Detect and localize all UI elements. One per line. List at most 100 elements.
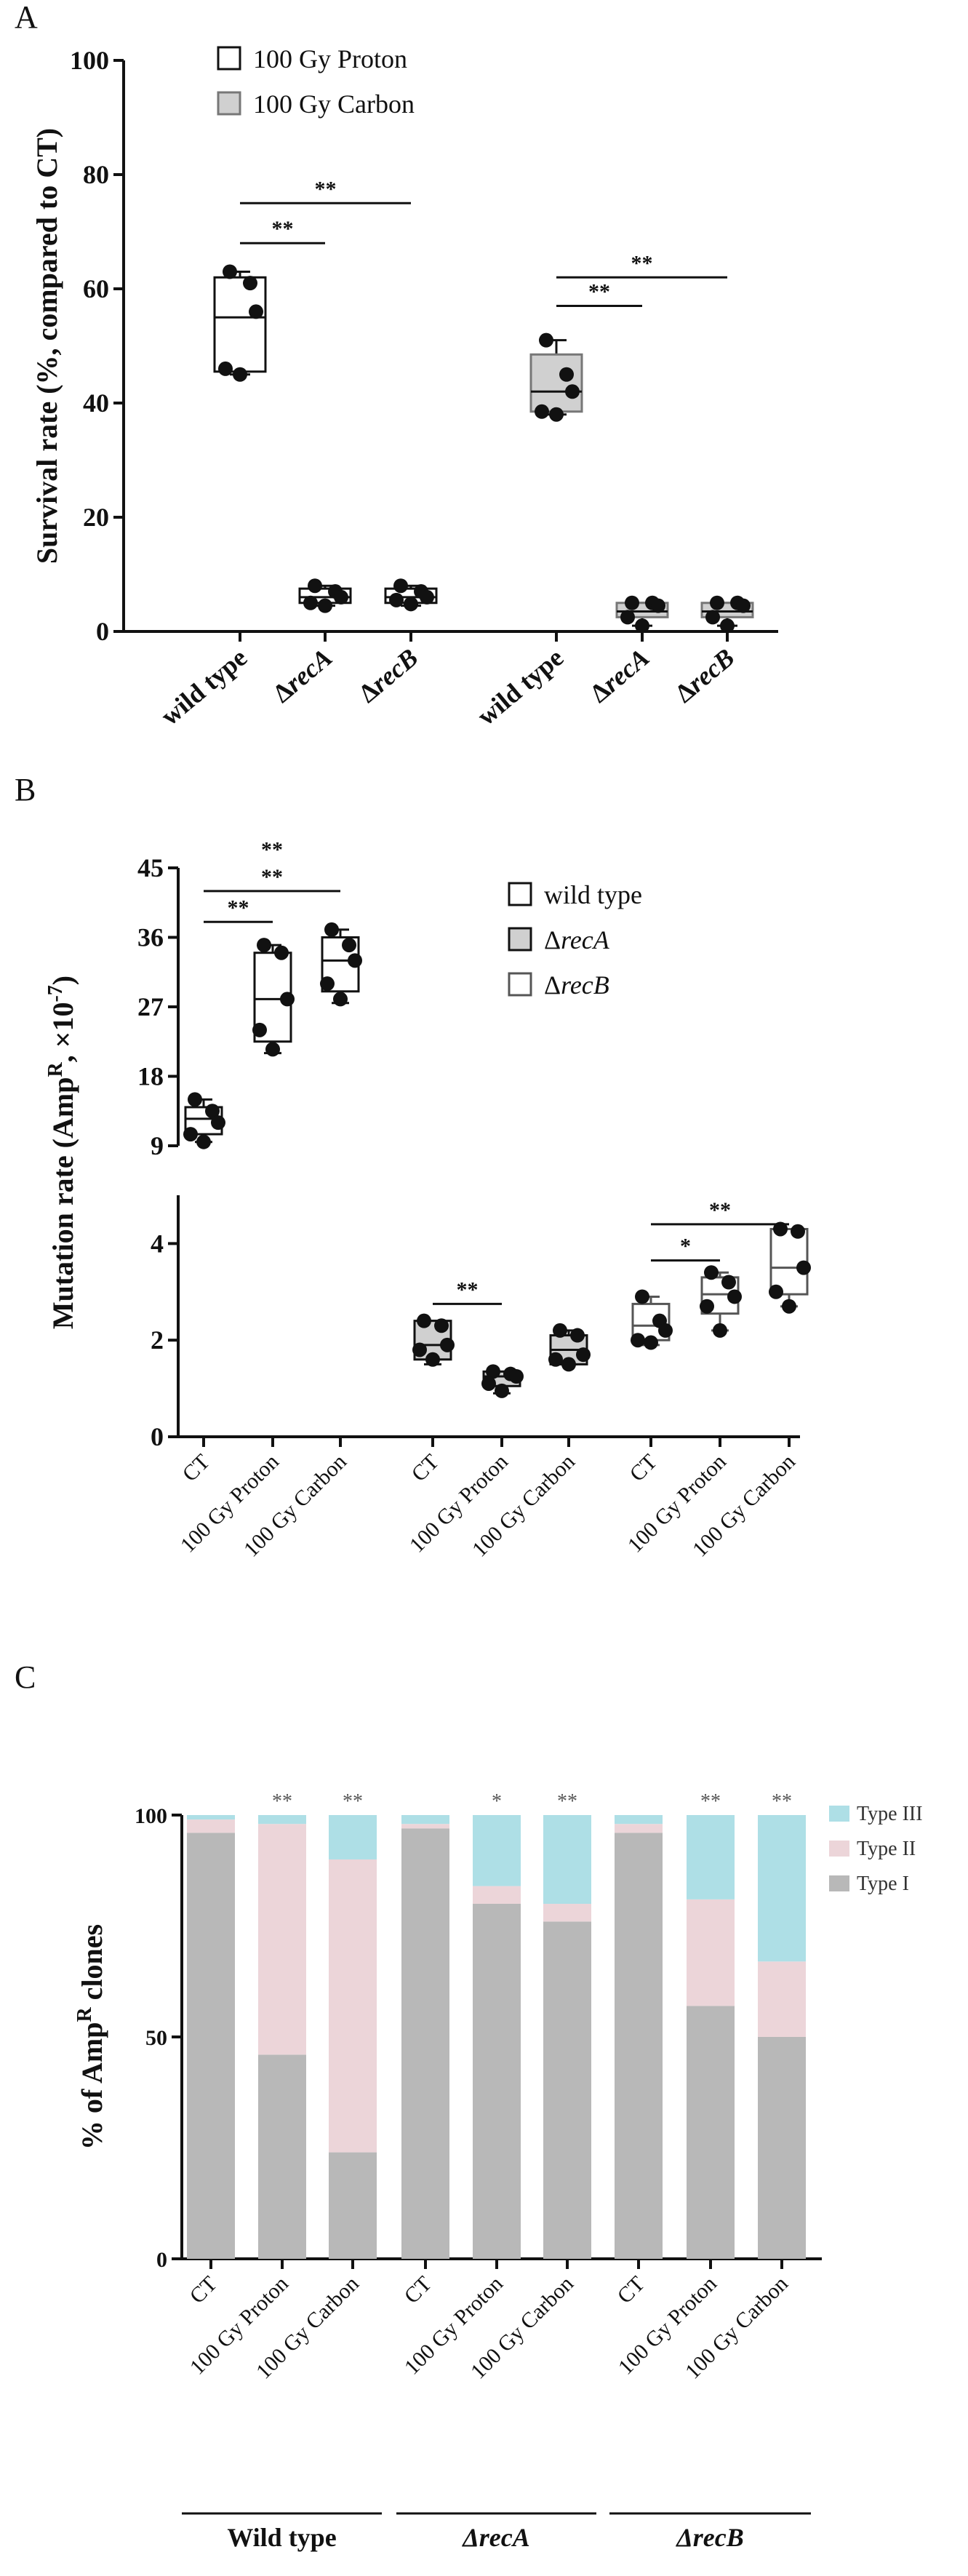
y-tick-label-a: 20 <box>83 503 109 532</box>
legend-swatch-c <box>829 1806 849 1822</box>
y-axis-title-b: Mutation rate (AmpR, ×10-7) <box>44 976 80 1329</box>
x-tick-label-a: ΔrecA <box>585 642 655 708</box>
bar-segment-type-iii <box>758 1815 806 1962</box>
data-point-b <box>727 1289 742 1304</box>
bar-segment-type-iii <box>543 1815 591 1904</box>
sig-mark-b: * <box>680 1235 691 1259</box>
bar-segment-type-i <box>615 1833 663 2259</box>
data-point-b <box>576 1347 591 1363</box>
data-point-a <box>565 384 580 399</box>
data-point-b <box>196 1134 211 1149</box>
data-point-b <box>280 992 295 1007</box>
data-point-b <box>773 1221 788 1237</box>
y-tick-label-b: 27 <box>137 992 164 1021</box>
data-point-b <box>721 1275 736 1290</box>
group-label: ΔrecB <box>675 2523 744 2552</box>
data-point-b <box>333 992 348 1007</box>
sig-mark-b: ** <box>261 838 283 862</box>
data-point-b <box>635 1289 649 1304</box>
sig-mark-b: ** <box>228 896 249 920</box>
data-point-a <box>308 578 322 594</box>
bar-segment-type-ii <box>473 1886 521 1904</box>
x-tick-label-c: CT <box>613 2272 649 2308</box>
data-point-b <box>782 1299 796 1314</box>
data-point-a <box>559 367 574 382</box>
panel-label-b: B <box>15 772 36 808</box>
data-point-a <box>705 610 720 625</box>
legend-swatch-b <box>508 882 532 906</box>
data-point-a <box>334 589 348 605</box>
y-axis-title-a: Survival rate (%, compared to CT) <box>31 128 63 564</box>
data-point-b <box>205 1104 220 1119</box>
bar-segment-type-iii <box>258 1815 306 1825</box>
bar-segment-type-i <box>401 1828 449 2259</box>
data-point-b <box>188 1092 202 1107</box>
x-tick-label-c: CT <box>185 2272 222 2308</box>
bar-segment-type-i <box>758 2037 806 2259</box>
bar-segment-type-ii <box>187 1819 235 1833</box>
panel-label-a: A <box>15 0 38 35</box>
data-point-b <box>481 1376 496 1391</box>
y-tick-label-b: 2 <box>151 1325 164 1355</box>
legend-swatch-b <box>508 972 532 997</box>
data-point-b <box>704 1265 719 1280</box>
data-point-b <box>658 1323 673 1338</box>
data-point-b <box>257 938 271 953</box>
legend-label-b: ΔrecA <box>544 925 610 954</box>
data-point-b <box>417 1313 431 1328</box>
group-label: ΔrecA <box>461 2523 530 2552</box>
data-point-a <box>243 276 257 291</box>
data-point-a <box>389 592 404 607</box>
data-point-b <box>320 976 335 992</box>
data-point-b <box>769 1284 783 1299</box>
sig-mark-c: ** <box>272 1790 292 1813</box>
legend-swatch-carbon <box>217 91 241 116</box>
data-point-a <box>625 595 639 610</box>
bar-segment-type-ii <box>543 1904 591 1922</box>
bar-segment-type-ii <box>687 1899 735 2006</box>
y-axis-title-c: % of AmpR clones <box>73 1924 109 2150</box>
data-point-b <box>509 1369 524 1384</box>
y-tick-label-a: 60 <box>83 274 109 303</box>
data-point-b <box>553 1323 567 1338</box>
data-point-b <box>570 1328 585 1343</box>
bar-segment-type-iii <box>329 1815 377 1859</box>
x-tick-label-a: ΔrecA <box>268 642 338 708</box>
data-point-b <box>644 1335 658 1350</box>
legend-swatch-b <box>508 927 532 952</box>
y-tick-label-b: 45 <box>137 853 164 882</box>
sig-mark-c: ** <box>343 1790 363 1813</box>
data-point-b <box>265 1042 280 1057</box>
y-tick-label-c: 100 <box>135 1804 167 1828</box>
bar-segment-type-iii <box>401 1815 449 1825</box>
data-point-b <box>425 1352 440 1367</box>
legend-label-proton: 100 Gy Proton <box>253 44 407 73</box>
legend-swatch-c <box>829 1875 849 1891</box>
bar-segment-type-i <box>187 1833 235 2259</box>
sig-mark-b: ** <box>261 865 283 889</box>
legend-swatch-proton <box>217 46 241 71</box>
data-point-b <box>211 1115 225 1131</box>
legend-label-c: Type II <box>857 1838 916 1860</box>
y-tick-label-b: 4 <box>151 1229 164 1258</box>
x-tick-label-a: ΔrecB <box>353 642 424 708</box>
data-point-a <box>736 598 751 613</box>
data-point-a <box>710 595 724 610</box>
bar-segment-type-ii <box>615 1824 663 1833</box>
bar-segment-type-ii <box>401 1824 449 1829</box>
data-point-b <box>713 1323 727 1338</box>
x-tick-label-b: CT <box>407 1450 444 1486</box>
bar-segment-type-iii <box>187 1815 235 1820</box>
sig-mark-b: ** <box>709 1198 731 1222</box>
bar-segment-type-i <box>543 1921 591 2259</box>
group-label: Wild type <box>227 2523 336 2552</box>
data-point-b <box>348 953 362 968</box>
data-point-b <box>412 1342 427 1357</box>
y-tick-label-b: 36 <box>137 923 164 952</box>
x-tick-label-a: ΔrecB <box>670 642 740 708</box>
data-point-b <box>440 1337 455 1352</box>
bar-segment-type-ii <box>758 1961 806 2037</box>
legend-label-b: ΔrecB <box>544 970 609 1000</box>
sig-mark-a: ** <box>631 251 653 275</box>
